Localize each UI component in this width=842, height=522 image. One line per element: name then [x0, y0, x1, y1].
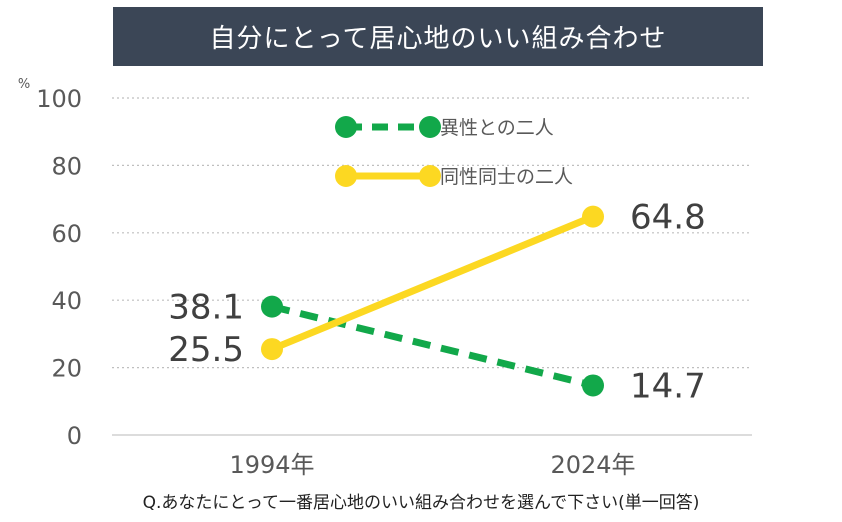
x-tick-label-1: 2024年 [550, 451, 635, 479]
data-label-0-0: 38.1 [168, 288, 244, 328]
legend-marker-end-1 [419, 165, 441, 187]
chart-title: 自分にとって居心地のいい組み合わせ [113, 7, 763, 66]
question-caption: Q.あなたにとって一番居心地のいい組み合わせを選んで下さい(単一回答) [142, 493, 700, 513]
series-line-0 [271, 303, 594, 389]
y-tick-label-100: 100 [36, 85, 82, 113]
data-point-1-0 [261, 338, 283, 361]
y-unit-label: % [18, 77, 30, 92]
y-tick-label-60: 60 [51, 220, 82, 248]
legend-marker-start-0 [335, 116, 357, 138]
legend-marker-start-1 [335, 165, 357, 187]
series-line-1 [270, 213, 595, 353]
legend-label-1: 同性同士の二人 [440, 166, 573, 188]
y-tick-label-40: 40 [51, 287, 82, 315]
y-tick-label-0: 0 [67, 422, 82, 450]
legend-label-0: 異性との二人 [440, 117, 554, 139]
x-tick-label-0: 1994年 [229, 451, 314, 479]
data-point-0-0 [261, 295, 283, 318]
legend-marker-end-0 [419, 116, 441, 138]
data-point-0-1 [582, 374, 604, 397]
data-label-0-1: 14.7 [630, 366, 706, 406]
y-tick-label-80: 80 [51, 152, 82, 180]
data-point-1-1 [582, 205, 604, 228]
data-label-1-1: 64.8 [630, 198, 706, 238]
data-label-1-0: 25.5 [168, 330, 244, 370]
y-tick-label-20: 20 [51, 355, 82, 383]
